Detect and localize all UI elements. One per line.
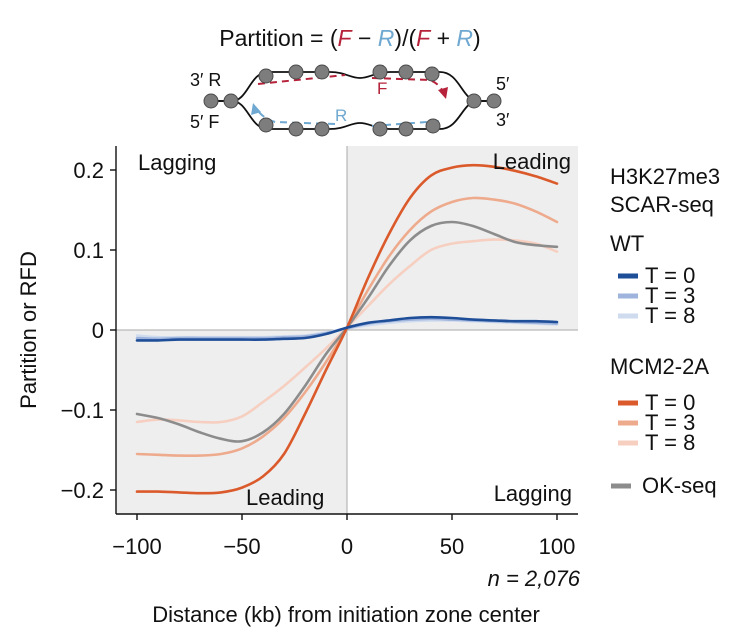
x-tick-label: −50 [223,534,260,559]
legend-wt-header: WT [610,231,644,256]
replication-bubble-schematic: 3′ R 5′ F 5′ 3′ F R [190,64,510,137]
region-label-bottom-left: Leading [246,485,324,510]
nucleosome [203,93,219,109]
legend-label-wt-t0: T = 0 [645,263,695,288]
x-axis-label: Distance (kb) from initiation zone cente… [152,602,540,627]
reverse-arrow-head [251,103,261,115]
nucleosome [466,93,482,109]
nucleosome [314,121,330,137]
nucleosome [372,121,388,137]
nucleosome [258,117,274,133]
legend-label-okseq: OK-seq [642,473,717,498]
dna-strand-bottom [205,100,500,130]
nucleosome [398,121,414,137]
sample-size-label: n = 2,076 [488,566,581,591]
forward-new-strand [257,74,346,85]
y-tick-label: 0 [92,318,104,343]
label-left-top: 3′ R [190,70,221,90]
forward-label: F [377,79,387,98]
nucleosome [288,121,304,137]
reverse-arrow [255,107,336,125]
nucleosome [223,93,239,109]
legend: H3K27me3 SCAR-seq WT T = 0 T = 3 T = 8 M… [610,164,720,498]
series-line-wt-t-0 [135,315,559,342]
region-label-top-right: Leading [493,149,571,174]
legend-label-mcm-t0: T = 0 [645,390,695,415]
label-left-bottom: 5′ F [190,112,219,132]
y-tick-label: 0.2 [73,158,104,183]
x-tick-label: 0 [341,534,353,559]
y-ticks: 0.2 0.1 0 −0.1 −0.2 [61,158,116,503]
reverse-label: R [335,106,347,125]
nucleosome [288,64,304,80]
dna-strand-top [205,71,500,102]
region-label-bottom-right: Lagging [494,481,572,506]
nucleosomes [203,64,502,137]
legend-label-wt-t3: T = 3 [645,283,695,308]
nucleosome [372,64,388,80]
nucleosome [424,66,440,82]
region-label-top-left: Lagging [138,150,216,175]
x-ticks: −100 −50 0 50 100 [112,514,575,559]
nucleosome [398,64,414,80]
x-tick-label: −100 [112,534,162,559]
series-layer [135,163,559,495]
x-tick-label: 100 [539,534,576,559]
legend-label-mcm-t3: T = 3 [645,410,695,435]
partition-formula: Partition = (F − R)/(F + R) [219,25,480,51]
legend-title-1: H3K27me3 [610,164,720,189]
legend-label-wt-t8: T = 8 [645,303,695,328]
legend-mcm-header: MCM2-2A [610,354,709,379]
y-tick-label: −0.1 [61,398,104,423]
label-right-top: 5′ [496,74,510,94]
nucleosome [258,68,274,84]
nucleosome [314,64,330,80]
nucleosome [486,93,502,109]
y-tick-label: −0.2 [61,478,104,503]
y-axis-label: Partition or RFD [16,251,41,409]
nucleosome [425,118,441,134]
x-tick-label: 50 [440,534,464,559]
legend-title-2: SCAR-seq [610,192,714,217]
forward-arrow-head [438,87,448,99]
label-right-bottom: 3′ [496,110,510,130]
legend-label-mcm-t8: T = 8 [645,430,695,455]
y-tick-label: 0.1 [73,238,104,263]
shaded-quadrant-top-left [116,330,347,514]
